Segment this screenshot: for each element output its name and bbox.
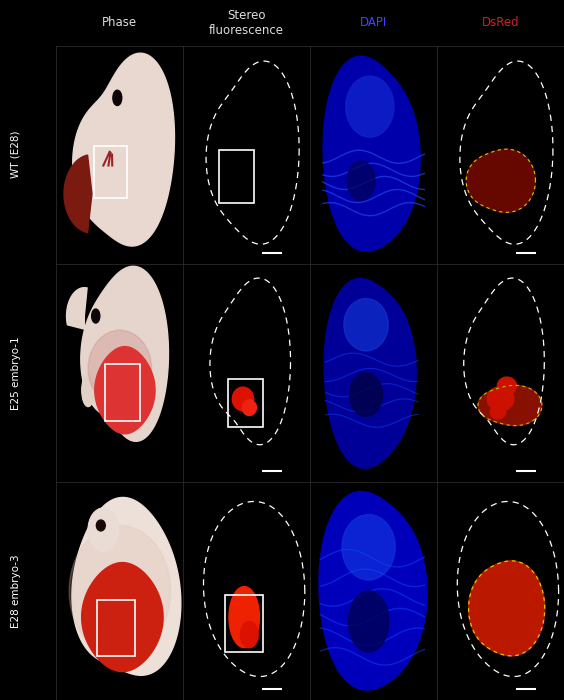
Polygon shape xyxy=(64,155,92,232)
Polygon shape xyxy=(242,400,257,416)
Bar xyxy=(225,595,263,652)
Polygon shape xyxy=(72,498,181,676)
Text: Stereo
fluorescence: Stereo fluorescence xyxy=(209,8,284,36)
Polygon shape xyxy=(240,622,258,648)
Polygon shape xyxy=(73,53,174,246)
Ellipse shape xyxy=(344,299,388,351)
Text: E25 embryo-1: E25 embryo-1 xyxy=(11,336,21,410)
Text: DsRed: DsRed xyxy=(482,16,519,29)
Ellipse shape xyxy=(69,526,170,657)
Ellipse shape xyxy=(346,76,394,137)
Polygon shape xyxy=(319,491,427,690)
Ellipse shape xyxy=(350,372,382,416)
Polygon shape xyxy=(81,266,169,441)
Polygon shape xyxy=(95,346,155,434)
Ellipse shape xyxy=(82,374,94,407)
Bar xyxy=(94,146,127,198)
Ellipse shape xyxy=(88,330,152,407)
Polygon shape xyxy=(229,587,259,648)
Polygon shape xyxy=(324,279,416,468)
Bar xyxy=(97,600,135,657)
Bar xyxy=(219,150,254,202)
Polygon shape xyxy=(478,385,542,426)
Bar xyxy=(105,364,140,421)
Ellipse shape xyxy=(347,161,375,200)
Polygon shape xyxy=(466,149,535,212)
Circle shape xyxy=(113,90,122,106)
Bar xyxy=(228,379,263,427)
Polygon shape xyxy=(82,563,163,671)
Polygon shape xyxy=(67,288,87,329)
Ellipse shape xyxy=(96,520,105,531)
Polygon shape xyxy=(491,405,506,419)
Ellipse shape xyxy=(88,508,118,552)
Polygon shape xyxy=(469,561,545,656)
Text: DAPI: DAPI xyxy=(360,16,387,29)
Polygon shape xyxy=(232,387,254,411)
Polygon shape xyxy=(487,386,514,411)
Circle shape xyxy=(92,309,100,323)
Text: Phase: Phase xyxy=(102,16,138,29)
Text: E28 embryo-3: E28 embryo-3 xyxy=(11,554,21,628)
Polygon shape xyxy=(323,56,420,251)
Polygon shape xyxy=(497,377,517,395)
Text: WT (E28): WT (E28) xyxy=(11,131,21,178)
Ellipse shape xyxy=(349,591,389,652)
Ellipse shape xyxy=(342,514,395,580)
